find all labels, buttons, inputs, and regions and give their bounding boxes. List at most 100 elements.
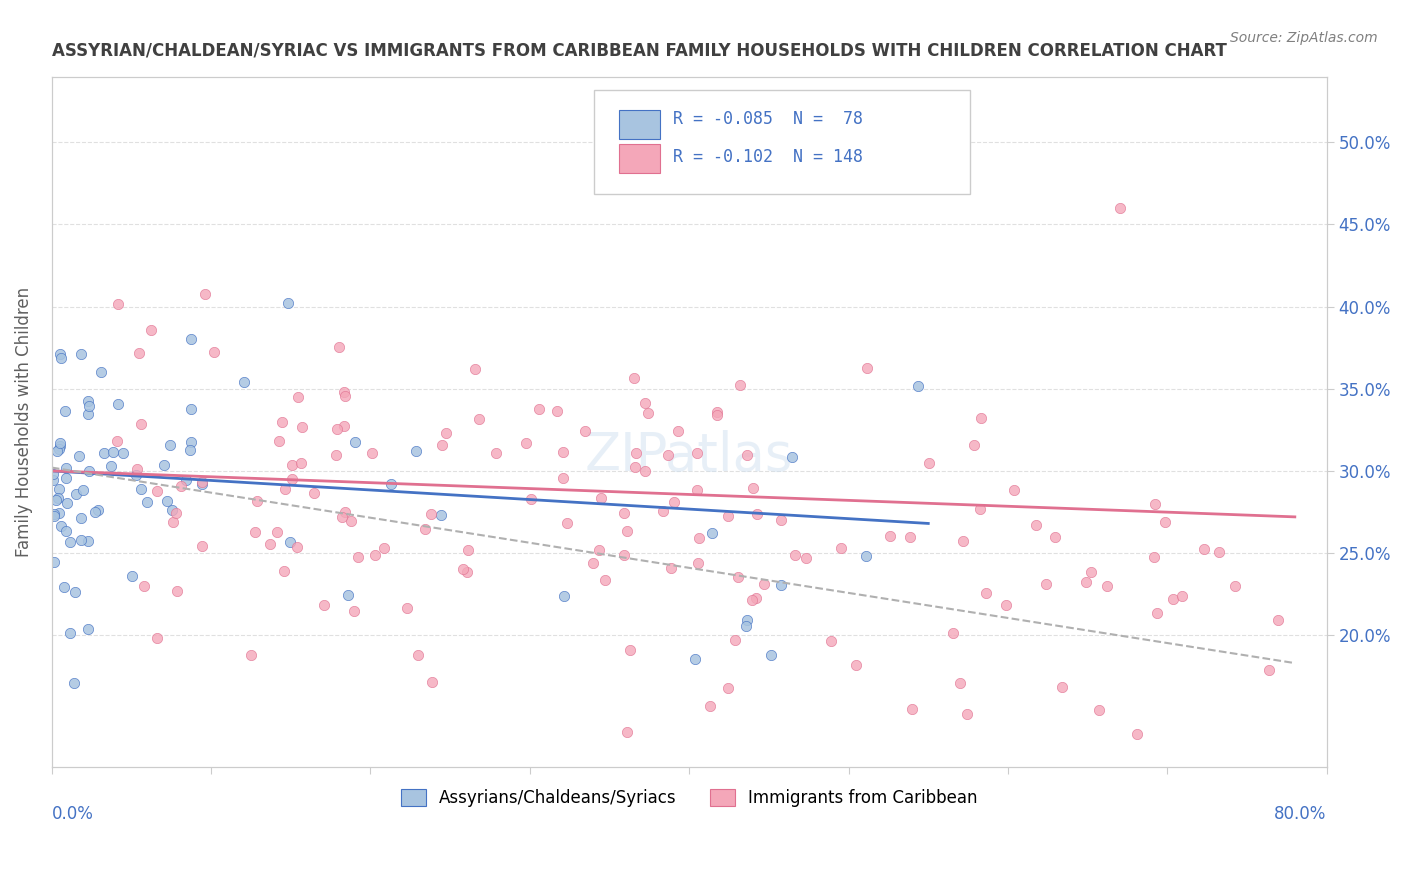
Point <box>48 440 70 454</box>
Point <box>652 504 675 518</box>
Point <box>581 556 603 570</box>
Point <box>343 604 366 618</box>
Point <box>125 467 148 482</box>
Point <box>107 297 129 311</box>
Point <box>659 561 682 575</box>
Point <box>1088 703 1111 717</box>
Point <box>683 652 706 666</box>
Point <box>1267 614 1289 628</box>
Point <box>193 286 215 301</box>
Point <box>125 462 148 476</box>
Point <box>166 583 188 598</box>
Point <box>191 540 214 554</box>
Point <box>820 634 842 648</box>
Point <box>55 471 77 485</box>
Point <box>666 424 689 438</box>
Point <box>70 347 93 361</box>
Text: ZIPatlas: ZIPatlas <box>585 430 793 482</box>
Point <box>49 351 72 366</box>
FancyBboxPatch shape <box>593 90 970 194</box>
Point <box>699 699 721 714</box>
Point <box>121 569 143 583</box>
Point <box>432 438 454 452</box>
Point <box>364 548 387 562</box>
Point <box>588 542 610 557</box>
Point <box>281 472 304 486</box>
Point <box>434 426 457 441</box>
Point <box>574 424 596 438</box>
Point <box>55 403 77 417</box>
Point <box>44 509 66 524</box>
Point <box>191 477 214 491</box>
Point <box>278 535 301 549</box>
Point <box>686 556 709 570</box>
Point <box>464 362 486 376</box>
Point <box>76 534 98 549</box>
Point <box>134 578 156 592</box>
Point <box>741 593 763 607</box>
Point <box>406 648 429 663</box>
Point <box>79 464 101 478</box>
Y-axis label: Family Households with Children: Family Households with Children <box>15 286 32 557</box>
Point <box>333 419 356 434</box>
Point <box>856 361 879 376</box>
Point <box>344 434 367 449</box>
Point <box>1143 497 1166 511</box>
Point <box>1076 575 1098 590</box>
Point <box>1225 578 1247 592</box>
Point <box>346 549 368 564</box>
Point <box>420 507 443 521</box>
Point <box>551 444 574 458</box>
Point <box>46 491 69 506</box>
Point <box>77 399 100 413</box>
Point <box>49 346 72 360</box>
Point <box>956 706 979 721</box>
Point <box>179 443 201 458</box>
Point <box>170 479 193 493</box>
Point <box>546 404 568 418</box>
Point <box>245 524 267 539</box>
Point <box>136 495 159 509</box>
Point <box>42 467 65 481</box>
Point <box>794 550 817 565</box>
Point <box>727 570 749 584</box>
Point <box>191 475 214 489</box>
Point <box>180 332 202 346</box>
Point <box>1050 681 1073 695</box>
Point <box>591 491 613 505</box>
Point <box>180 434 202 449</box>
Point <box>879 529 901 543</box>
Point <box>1035 577 1057 591</box>
Point <box>174 473 197 487</box>
Point <box>273 565 295 579</box>
Point <box>44 555 66 569</box>
Point <box>280 458 302 472</box>
Point <box>333 505 356 519</box>
Point <box>735 448 758 462</box>
Point <box>55 524 77 538</box>
Point <box>380 476 402 491</box>
Point <box>285 541 308 555</box>
Point <box>613 548 636 562</box>
Point <box>156 493 179 508</box>
Point <box>637 406 659 420</box>
Text: R = -0.102  N = 148: R = -0.102 N = 148 <box>672 148 863 166</box>
Point <box>942 626 965 640</box>
Point <box>1146 606 1168 620</box>
Point <box>1095 579 1118 593</box>
Point <box>735 613 758 627</box>
Point <box>159 438 181 452</box>
Point <box>42 473 65 487</box>
Point <box>69 511 91 525</box>
Point <box>72 483 94 497</box>
Point <box>616 524 638 538</box>
Point <box>165 506 187 520</box>
Point <box>340 514 363 528</box>
Point <box>312 599 335 613</box>
Point <box>52 580 75 594</box>
Point <box>468 412 491 426</box>
Point <box>484 446 506 460</box>
Point <box>457 543 479 558</box>
Point <box>49 436 72 450</box>
Point <box>373 541 395 555</box>
